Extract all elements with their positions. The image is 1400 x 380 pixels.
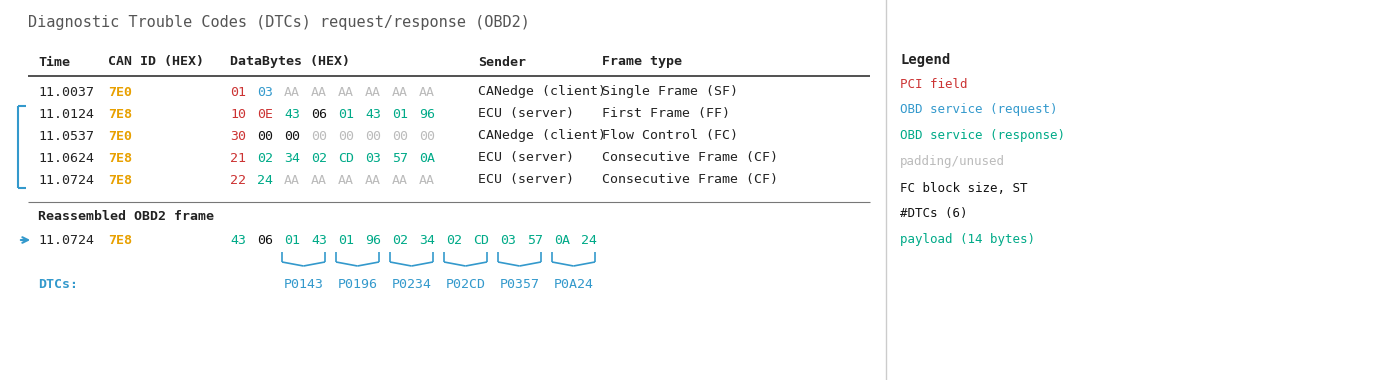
Text: P0143: P0143 bbox=[283, 277, 323, 290]
Text: #DTCs (6): #DTCs (6) bbox=[900, 207, 967, 220]
Text: P0196: P0196 bbox=[337, 277, 378, 290]
Text: AA: AA bbox=[365, 86, 381, 98]
Text: 03: 03 bbox=[500, 233, 517, 247]
Text: 7E0: 7E0 bbox=[108, 130, 132, 142]
Text: Flow Control (FC): Flow Control (FC) bbox=[602, 130, 738, 142]
Text: 7E8: 7E8 bbox=[108, 108, 132, 120]
Text: 0A: 0A bbox=[554, 233, 570, 247]
Text: payload (14 bytes): payload (14 bytes) bbox=[900, 233, 1035, 247]
Text: First Frame (FF): First Frame (FF) bbox=[602, 108, 729, 120]
Text: 11.0724: 11.0724 bbox=[38, 233, 94, 247]
Text: PCI field: PCI field bbox=[900, 78, 967, 90]
Text: 43: 43 bbox=[284, 108, 300, 120]
Text: 00: 00 bbox=[284, 130, 300, 142]
Text: 00: 00 bbox=[337, 130, 354, 142]
Text: 06: 06 bbox=[258, 233, 273, 247]
Text: CD: CD bbox=[473, 233, 489, 247]
Text: AA: AA bbox=[284, 86, 300, 98]
Text: FC block size, ST: FC block size, ST bbox=[900, 182, 1028, 195]
Text: 0E: 0E bbox=[258, 108, 273, 120]
Text: 10: 10 bbox=[230, 108, 246, 120]
Text: 34: 34 bbox=[284, 152, 300, 165]
Text: OBD service (request): OBD service (request) bbox=[900, 103, 1057, 117]
Text: 00: 00 bbox=[392, 130, 407, 142]
Text: 22: 22 bbox=[230, 174, 246, 187]
Text: 01: 01 bbox=[337, 108, 354, 120]
Text: 7E8: 7E8 bbox=[108, 174, 132, 187]
Text: AA: AA bbox=[419, 174, 435, 187]
Text: 01: 01 bbox=[284, 233, 300, 247]
Text: AA: AA bbox=[311, 174, 328, 187]
Text: 00: 00 bbox=[258, 130, 273, 142]
Text: Consecutive Frame (CF): Consecutive Frame (CF) bbox=[602, 174, 778, 187]
Text: AA: AA bbox=[392, 174, 407, 187]
Text: 11.0037: 11.0037 bbox=[38, 86, 94, 98]
Text: Consecutive Frame (CF): Consecutive Frame (CF) bbox=[602, 152, 778, 165]
Text: Frame type: Frame type bbox=[602, 55, 682, 68]
Text: 57: 57 bbox=[392, 152, 407, 165]
Text: CANedge (client): CANedge (client) bbox=[477, 130, 606, 142]
Text: AA: AA bbox=[337, 174, 354, 187]
Text: 03: 03 bbox=[365, 152, 381, 165]
Text: 0A: 0A bbox=[419, 152, 435, 165]
Text: P02CD: P02CD bbox=[445, 277, 486, 290]
Text: Legend: Legend bbox=[900, 53, 951, 67]
Text: 00: 00 bbox=[311, 130, 328, 142]
Text: Single Frame (SF): Single Frame (SF) bbox=[602, 86, 738, 98]
Text: 01: 01 bbox=[392, 108, 407, 120]
Text: 11.0537: 11.0537 bbox=[38, 130, 94, 142]
Text: CANedge (client): CANedge (client) bbox=[477, 86, 606, 98]
Text: AA: AA bbox=[284, 174, 300, 187]
Text: P0357: P0357 bbox=[500, 277, 539, 290]
Text: CAN ID (HEX): CAN ID (HEX) bbox=[108, 55, 204, 68]
Text: Sender: Sender bbox=[477, 55, 526, 68]
Text: P0234: P0234 bbox=[392, 277, 431, 290]
Text: 00: 00 bbox=[365, 130, 381, 142]
Text: OBD service (response): OBD service (response) bbox=[900, 130, 1065, 142]
Text: 43: 43 bbox=[311, 233, 328, 247]
Text: AA: AA bbox=[365, 174, 381, 187]
Text: 02: 02 bbox=[258, 152, 273, 165]
Text: AA: AA bbox=[392, 86, 407, 98]
Text: 7E8: 7E8 bbox=[108, 233, 132, 247]
Text: 43: 43 bbox=[365, 108, 381, 120]
Text: 11.0724: 11.0724 bbox=[38, 174, 94, 187]
Text: 43: 43 bbox=[230, 233, 246, 247]
Text: 57: 57 bbox=[526, 233, 543, 247]
Text: Time: Time bbox=[38, 55, 70, 68]
Text: 01: 01 bbox=[337, 233, 354, 247]
Text: ECU (server): ECU (server) bbox=[477, 174, 574, 187]
Text: DataBytes (HEX): DataBytes (HEX) bbox=[230, 55, 350, 68]
Text: 30: 30 bbox=[230, 130, 246, 142]
Text: 34: 34 bbox=[419, 233, 435, 247]
Text: 96: 96 bbox=[419, 108, 435, 120]
Text: Reassembled OBD2 frame: Reassembled OBD2 frame bbox=[38, 209, 214, 223]
Text: 02: 02 bbox=[311, 152, 328, 165]
Text: 01: 01 bbox=[230, 86, 246, 98]
Text: CD: CD bbox=[337, 152, 354, 165]
Text: AA: AA bbox=[419, 86, 435, 98]
Text: AA: AA bbox=[337, 86, 354, 98]
Text: ECU (server): ECU (server) bbox=[477, 108, 574, 120]
Text: 21: 21 bbox=[230, 152, 246, 165]
Text: 06: 06 bbox=[311, 108, 328, 120]
Text: 24: 24 bbox=[581, 233, 596, 247]
Text: 96: 96 bbox=[365, 233, 381, 247]
Text: DTCs:: DTCs: bbox=[38, 277, 78, 290]
Text: ECU (server): ECU (server) bbox=[477, 152, 574, 165]
Text: 02: 02 bbox=[392, 233, 407, 247]
Text: 7E8: 7E8 bbox=[108, 152, 132, 165]
Text: 00: 00 bbox=[419, 130, 435, 142]
Text: 11.0624: 11.0624 bbox=[38, 152, 94, 165]
Text: padding/unused: padding/unused bbox=[900, 155, 1005, 168]
Text: 02: 02 bbox=[447, 233, 462, 247]
Text: 11.0124: 11.0124 bbox=[38, 108, 94, 120]
Text: Diagnostic Trouble Codes (DTCs) request/response (OBD2): Diagnostic Trouble Codes (DTCs) request/… bbox=[28, 14, 529, 30]
Text: 03: 03 bbox=[258, 86, 273, 98]
Text: 24: 24 bbox=[258, 174, 273, 187]
Text: P0A24: P0A24 bbox=[553, 277, 594, 290]
Text: 7E0: 7E0 bbox=[108, 86, 132, 98]
Text: AA: AA bbox=[311, 86, 328, 98]
